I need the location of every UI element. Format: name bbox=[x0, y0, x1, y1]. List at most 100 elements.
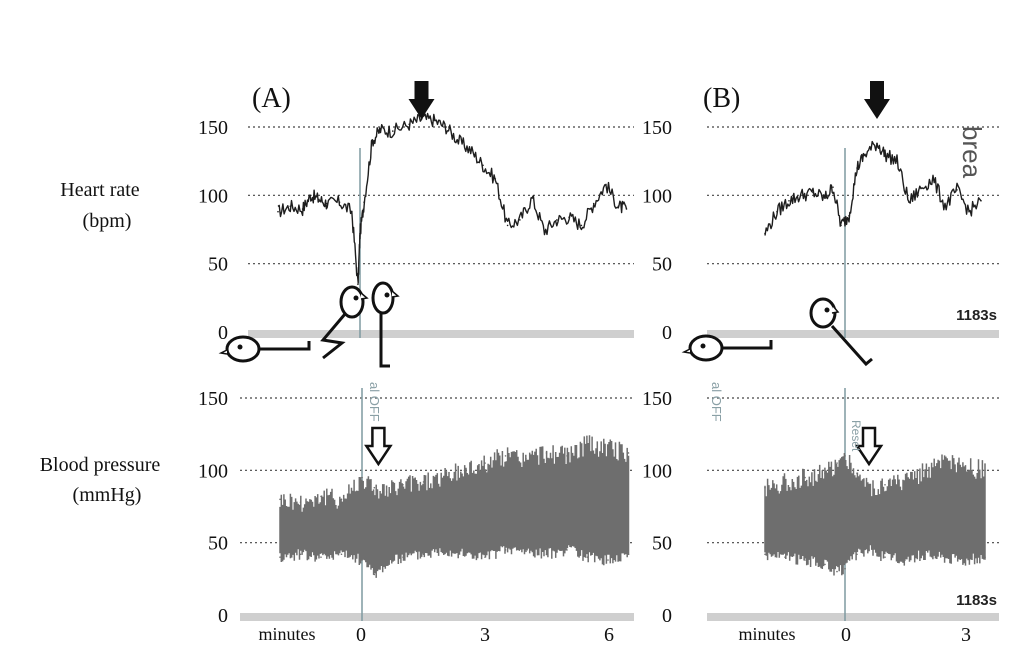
heart-rate-point bbox=[568, 216, 570, 218]
heart-rate-point bbox=[408, 123, 411, 126]
heart-rate-point bbox=[338, 201, 341, 203]
heart-rate-point bbox=[326, 202, 329, 205]
heart-rate-point bbox=[848, 215, 850, 217]
heart-rate-point bbox=[908, 201, 910, 203]
heart-rate-point bbox=[856, 167, 858, 169]
timestamp-a: 1183s bbox=[956, 307, 997, 324]
axis-ticks: 0 50 100 150 0 50 100 150 0 3 6 0 50 100 150 0 50 100 150 0… bbox=[198, 117, 971, 646]
blood-pressure-upper-point bbox=[984, 469, 986, 472]
x-unit-label-b: minutes bbox=[739, 624, 796, 644]
heart-rate-point bbox=[980, 200, 982, 202]
blood-pressure-upper-point bbox=[924, 469, 926, 472]
heart-rate-point bbox=[788, 200, 790, 202]
heart-rate-point bbox=[494, 178, 497, 180]
blood-pressure-lower-point bbox=[944, 556, 946, 558]
heart-rate-point bbox=[357, 283, 359, 285]
heart-rate-point bbox=[469, 149, 472, 152]
blood-pressure-upper-point bbox=[784, 481, 786, 483]
blood-pressure-lower-point bbox=[824, 563, 826, 566]
heart-rate-point bbox=[968, 210, 970, 213]
y-tick-label: 0 bbox=[218, 605, 228, 627]
open-down-arrow-icon bbox=[854, 426, 884, 467]
open-down-arrow-icon bbox=[364, 426, 393, 467]
blood-pressure-lower-point bbox=[484, 556, 486, 558]
marker-text-a: al OFF bbox=[367, 382, 382, 422]
heart-rate-point bbox=[506, 224, 509, 227]
blood-pressure-lower-point bbox=[784, 556, 786, 558]
blood-pressure-upper-point bbox=[836, 462, 838, 464]
heart-rate-point bbox=[592, 202, 595, 205]
blood-pressure-lower-point bbox=[545, 553, 548, 556]
y-tick-label: 50 bbox=[208, 254, 228, 276]
blood-pressure-lower-point bbox=[924, 553, 926, 556]
y-tick-label: 50 bbox=[652, 254, 672, 276]
heart-rate-point bbox=[824, 197, 826, 199]
marker-text-b: al OFF bbox=[709, 382, 724, 422]
x-tick-label: 3 bbox=[480, 624, 490, 646]
blood-pressure-lower-point bbox=[299, 553, 302, 556]
heart-rate-point bbox=[371, 139, 374, 142]
heart-rate-label-line1: Heart rate bbox=[60, 179, 140, 201]
heart-rate-point bbox=[864, 153, 866, 156]
y-tick-label: 150 bbox=[642, 117, 672, 139]
lying-figure-icon bbox=[218, 335, 311, 363]
blood-pressure-upper-point bbox=[944, 462, 946, 464]
filled-down-arrow-icon bbox=[864, 81, 890, 119]
blood-pressure-upper-point bbox=[884, 484, 886, 486]
blood-pressure-lower-point bbox=[443, 549, 445, 551]
blood-pressure-lower-point bbox=[804, 559, 806, 561]
y-tick-label: 0 bbox=[218, 322, 228, 344]
blood-pressure-label-line1: Blood pressure bbox=[40, 454, 161, 476]
heart-rate-point bbox=[832, 186, 834, 188]
blood-pressure-upper-point bbox=[586, 443, 589, 446]
blood-pressure-lower-point bbox=[340, 553, 343, 556]
heart-rate-point bbox=[543, 230, 546, 232]
blood-pressure-lower-point bbox=[463, 553, 466, 556]
lying-figure-icon bbox=[681, 334, 773, 362]
heart-rate-point bbox=[884, 153, 886, 156]
blood-pressure-upper-point bbox=[422, 481, 425, 483]
heart-rate-line bbox=[764, 140, 982, 236]
blood-pressure-upper-point bbox=[504, 455, 507, 457]
heart-rate-point bbox=[289, 205, 292, 208]
blood-pressure-lower-point bbox=[607, 559, 609, 561]
blood-pressure-upper-point bbox=[340, 498, 343, 501]
blood-pressure-lower-point bbox=[627, 553, 630, 556]
heart-rate-point bbox=[531, 197, 533, 199]
blood-pressure-lower-point bbox=[964, 559, 966, 561]
blood-pressure-lower-point bbox=[764, 553, 766, 556]
heart-rate-point bbox=[363, 201, 365, 203]
blood-pressure-upper-point bbox=[299, 501, 302, 503]
heart-rate-point bbox=[482, 164, 484, 167]
panel-label-b: (B) bbox=[703, 83, 740, 114]
heart-rate-point bbox=[433, 119, 435, 121]
x-tick-label: 6 bbox=[604, 624, 614, 646]
baseline-bars bbox=[240, 330, 999, 621]
heart-rate-point bbox=[392, 130, 394, 132]
filled-down-arrow-icon bbox=[408, 81, 435, 119]
blood-pressure-lower-point bbox=[884, 556, 886, 558]
heart-rate-line bbox=[277, 112, 628, 284]
blood-pressure-lower-point bbox=[836, 570, 838, 573]
blood-pressure-lower-point bbox=[904, 559, 906, 561]
blood-pressure-upper-point bbox=[868, 486, 870, 489]
heart-rate-point bbox=[617, 205, 620, 208]
heart-rate-point bbox=[920, 187, 922, 190]
blood-pressure-upper-point bbox=[279, 498, 281, 501]
heart-rate-point bbox=[764, 232, 766, 235]
y-tick-label: 150 bbox=[198, 117, 228, 139]
panel-label-a: (A) bbox=[252, 83, 291, 114]
blood-pressure-upper-point bbox=[545, 452, 548, 454]
blood-pressure-upper-point bbox=[443, 476, 445, 479]
heart-rate-point bbox=[556, 219, 558, 221]
blood-pressure-lower-point bbox=[402, 556, 404, 558]
blood-pressure-upper-point bbox=[566, 455, 568, 457]
heart-rate-point bbox=[944, 205, 946, 208]
x-tick-label: 0 bbox=[356, 624, 366, 646]
heart-rate-label-line2: (bpm) bbox=[83, 210, 132, 232]
heart-rate-point bbox=[318, 198, 320, 201]
blood-pressure-band bbox=[279, 435, 630, 578]
blood-pressure-upper-point bbox=[361, 476, 363, 479]
y-tick-label: 100 bbox=[642, 185, 672, 207]
blood-pressure-lower-point bbox=[856, 553, 858, 556]
